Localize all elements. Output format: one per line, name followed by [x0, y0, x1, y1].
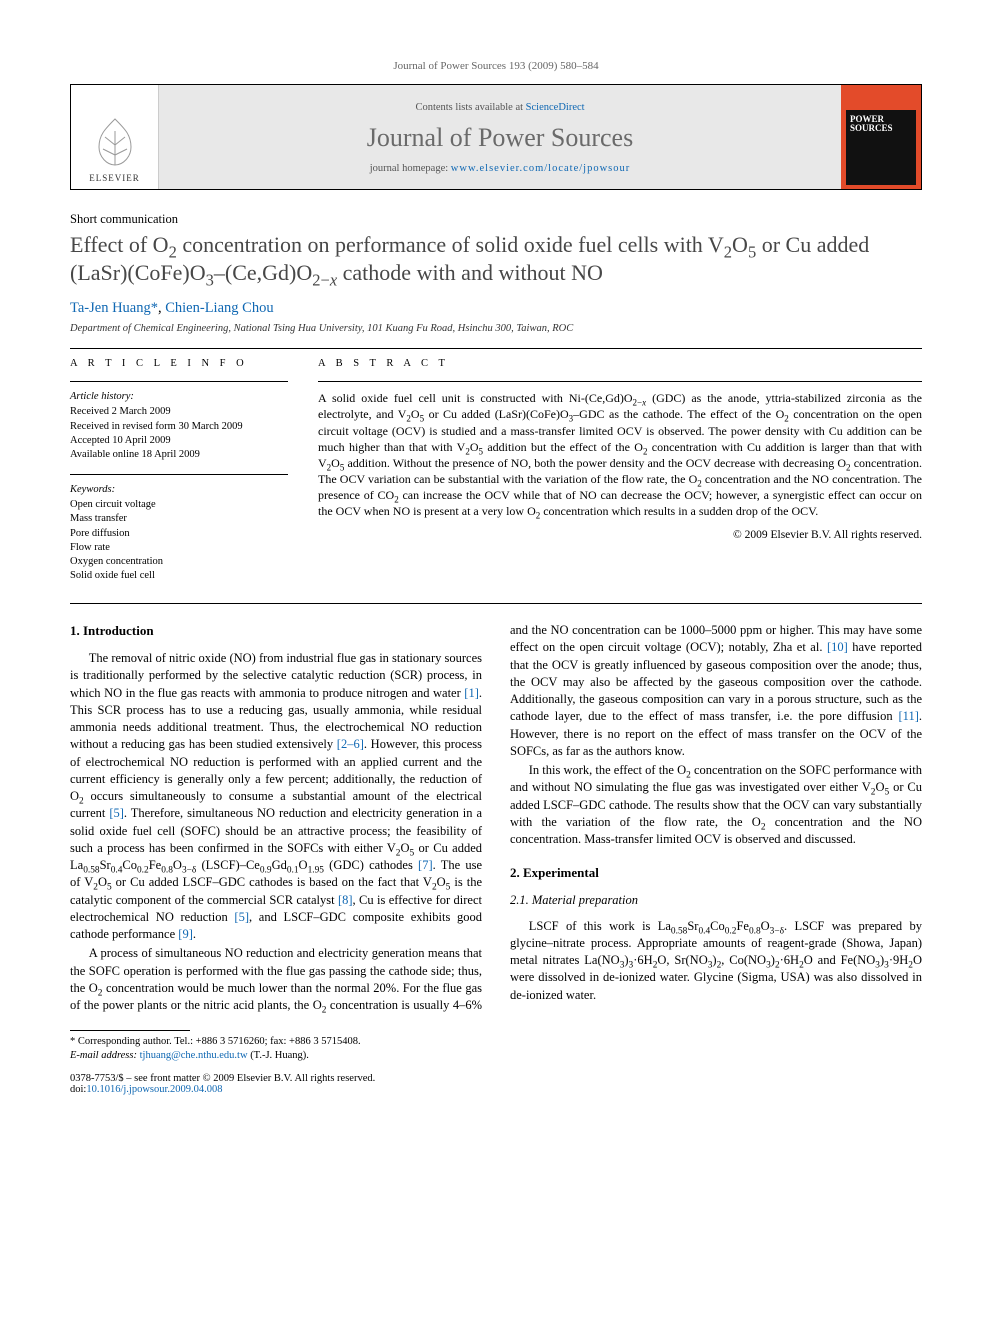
front-matter: 0378-7753/$ – see front matter © 2009 El…	[70, 1073, 375, 1084]
subsection-heading: 2.1. Material preparation	[510, 892, 922, 909]
section-heading: 1. Introduction	[70, 622, 482, 640]
footnote-line: E-mail address: tjhuang@che.nthu.edu.tw …	[70, 1049, 922, 1063]
affiliation: Department of Chemical Engineering, Nati…	[70, 323, 922, 334]
body-paragraph: LSCF of this work is La0.58Sr0.4Co0.2Fe0…	[510, 918, 922, 1004]
homepage-link[interactable]: www.elsevier.com/locate/jpowsour	[451, 163, 630, 174]
footnote-line: * Corresponding author. Tel.: +886 3 571…	[70, 1035, 922, 1049]
info-abstract-row: A R T I C L E I N F O Article history: R…	[70, 357, 922, 595]
rule-bottom	[70, 603, 922, 604]
email-label: E-mail address:	[70, 1050, 140, 1061]
abs-rule	[318, 381, 922, 382]
keyword: Solid oxide fuel cell	[70, 569, 288, 583]
elsevier-tree-icon	[85, 111, 145, 171]
history-item: Accepted 10 April 2009	[70, 434, 288, 448]
abstract: A B S T R A C T A solid oxide fuel cell …	[318, 357, 922, 595]
body-paragraph: The removal of nitric oxide (NO) from in…	[70, 650, 482, 943]
abstract-heading: A B S T R A C T	[318, 357, 922, 371]
body-paragraph: In this work, the effect of the O2 conce…	[510, 762, 922, 848]
corresponding-footnote: * Corresponding author. Tel.: +886 3 571…	[70, 1035, 922, 1062]
section-heading: 2. Experimental	[510, 864, 922, 882]
keyword: Oxygen concentration	[70, 555, 288, 569]
contents-line: Contents lists available at ScienceDirec…	[169, 102, 831, 113]
footnote-rule	[70, 1030, 190, 1031]
running-head: Journal of Power Sources 193 (2009) 580–…	[70, 60, 922, 72]
email-link[interactable]: tjhuang@che.nthu.edu.tw	[140, 1050, 248, 1061]
authors: Ta-Jen Huang*, Chien-Liang Chou	[70, 300, 922, 317]
page-footer: 0378-7753/$ – see front matter © 2009 El…	[70, 1073, 922, 1095]
article-info-heading: A R T I C L E I N F O	[70, 357, 288, 371]
rule-top	[70, 348, 922, 349]
keywords-block: Keywords: Open circuit voltage Mass tran…	[70, 483, 288, 583]
header-center: Contents lists available at ScienceDirec…	[159, 85, 841, 189]
homepage-prefix: journal homepage:	[370, 163, 451, 174]
journal-name: Journal of Power Sources	[169, 123, 831, 153]
article-title: Effect of O2 concentration on performanc…	[70, 231, 922, 286]
cover-thumb-box: POWER SOURCES	[841, 85, 921, 189]
doi-prefix: doi:	[70, 1084, 86, 1095]
keyword: Pore diffusion	[70, 527, 288, 541]
article-type: Short communication	[70, 212, 922, 227]
doi-line: doi:10.1016/j.jpowsour.2009.04.008	[70, 1084, 375, 1095]
info-rule-1	[70, 381, 288, 382]
email-tail: (T.-J. Huang).	[248, 1050, 309, 1061]
history-item: Received in revised form 30 March 2009	[70, 420, 288, 434]
history-label: Article history:	[70, 390, 288, 404]
abstract-text: A solid oxide fuel cell unit is construc…	[318, 390, 922, 520]
keywords-label: Keywords:	[70, 483, 288, 497]
sciencedirect-link[interactable]: ScienceDirect	[526, 102, 585, 113]
journal-header: ELSEVIER Contents lists available at Sci…	[70, 84, 922, 190]
history-item: Available online 18 April 2009	[70, 448, 288, 462]
footer-left: 0378-7753/$ – see front matter © 2009 El…	[70, 1073, 375, 1095]
cover-text: POWER SOURCES	[850, 115, 912, 134]
article-info: A R T I C L E I N F O Article history: R…	[70, 357, 288, 595]
info-rule-2	[70, 474, 288, 475]
article-history: Article history: Received 2 March 2009 R…	[70, 390, 288, 462]
keyword: Flow rate	[70, 541, 288, 555]
publisher-name: ELSEVIER	[89, 173, 140, 183]
body-columns: 1. Introduction The removal of nitric ox…	[70, 622, 922, 1014]
doi-link[interactable]: 10.1016/j.jpowsour.2009.04.008	[86, 1084, 222, 1095]
keyword: Mass transfer	[70, 512, 288, 526]
journal-cover-thumb: POWER SOURCES	[846, 89, 916, 185]
homepage-line: journal homepage: www.elsevier.com/locat…	[169, 163, 831, 174]
keyword: Open circuit voltage	[70, 498, 288, 512]
contents-prefix: Contents lists available at	[415, 102, 525, 113]
publisher-logo-box: ELSEVIER	[71, 85, 159, 189]
history-item: Received 2 March 2009	[70, 405, 288, 419]
abstract-copyright: © 2009 Elsevier B.V. All rights reserved…	[318, 528, 922, 544]
